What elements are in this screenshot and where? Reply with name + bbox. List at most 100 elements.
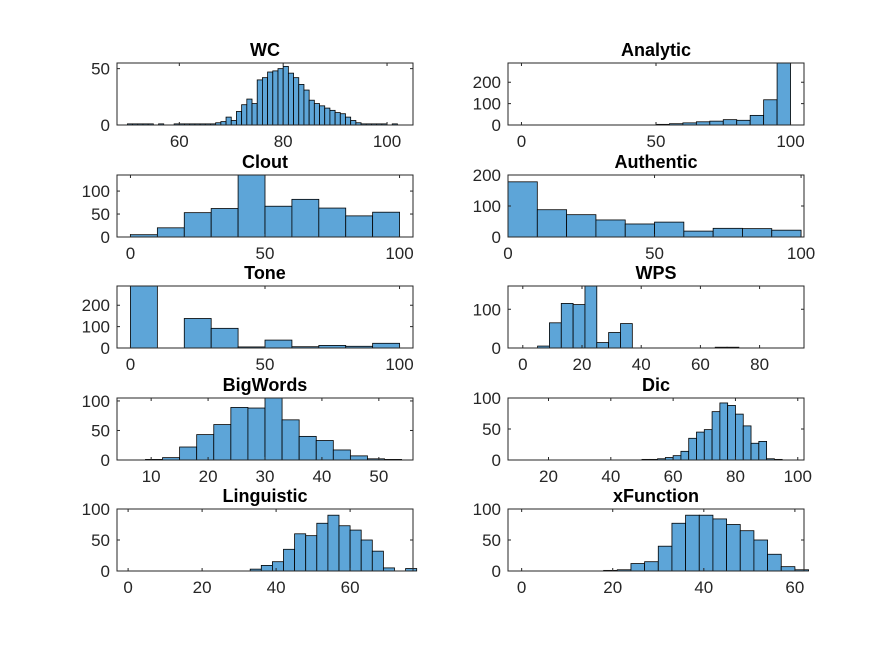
bigwords-ytick-label: 50 xyxy=(91,421,110,440)
clout-ytick-label: 0 xyxy=(101,228,110,247)
panel-xfunction: 0 20 40 60 0 50 100 xFunction xyxy=(473,486,809,597)
linguistic-ytick-label: 0 xyxy=(101,562,110,581)
clout-bar xyxy=(345,215,374,238)
authentic-bar xyxy=(742,228,773,238)
xfunction-ytick-label: 0 xyxy=(492,562,501,581)
wc-xtick-label: 80 xyxy=(274,132,293,151)
wc-bar xyxy=(251,103,258,126)
tone-xtick-label: 50 xyxy=(256,355,275,374)
wps-xtick-label: 20 xyxy=(573,355,592,374)
clout-xtick-label: 0 xyxy=(126,244,135,263)
tone-bar xyxy=(130,285,158,349)
panel-analytic: 0 50 100 0 100 200 Analytic xyxy=(473,40,805,151)
xfunction-title: xFunction xyxy=(613,486,699,506)
wc-bar xyxy=(282,65,289,126)
xfunction-ytick-label: 50 xyxy=(482,531,501,550)
authentic-ytick-label: 0 xyxy=(492,228,501,247)
bigwords-bar xyxy=(315,440,334,461)
authentic-ytick-label: 100 xyxy=(473,197,501,216)
wc-xtick-label: 100 xyxy=(373,132,401,151)
dic-bar xyxy=(711,411,721,461)
linguistic-title: Linguistic xyxy=(223,486,308,506)
dic-bar xyxy=(727,405,736,461)
linguistic-xtick-label: 40 xyxy=(267,578,286,597)
panel-wc: 60 80 100 0 50 WC xyxy=(91,40,414,151)
wc-bar xyxy=(241,104,248,126)
panel-dic: 20 40 60 80 100 0 50 100 Dic xyxy=(473,375,812,486)
wc-bar xyxy=(345,116,352,126)
xfunction-bar xyxy=(739,530,755,572)
wc-bar xyxy=(329,109,336,126)
wps-bar xyxy=(608,332,621,349)
tone-bar xyxy=(210,327,239,349)
clout-bar xyxy=(372,211,400,238)
linguistic-bar xyxy=(294,533,307,572)
wc-bar xyxy=(220,121,227,126)
bigwords-bar xyxy=(230,407,249,461)
xfunction-bar xyxy=(630,563,646,572)
dic-xtick-label: 80 xyxy=(726,467,745,486)
authentic-bar xyxy=(654,221,685,238)
xfunction-bar xyxy=(767,553,782,572)
dic-bar xyxy=(672,455,682,461)
wps-bar xyxy=(620,323,633,349)
xfunction-xtick-label: 40 xyxy=(694,578,713,597)
bigwords-bar xyxy=(298,435,317,461)
authentic-bar xyxy=(712,227,743,238)
panel-clout: 0 50 100 0 50 100 Clout xyxy=(82,152,414,263)
xfunction-bar xyxy=(644,561,659,572)
dic-bar xyxy=(719,402,729,461)
analytic-xtick-label: 0 xyxy=(517,132,526,151)
tone-bar xyxy=(264,339,293,349)
dic-ytick-label: 100 xyxy=(473,389,501,408)
panel-tone: 0 50 100 0 100 200 Tone xyxy=(82,263,414,374)
panel-authentic: 0 50 100 0 100 200 Authentic xyxy=(473,152,816,263)
bigwords-xtick-label: 10 xyxy=(142,467,161,486)
authentic-bar xyxy=(507,181,538,238)
linguistic-bar xyxy=(316,522,329,572)
analytic-bar xyxy=(709,120,724,126)
linguistic-xtick-label: 60 xyxy=(341,578,360,597)
xfunction-bar xyxy=(753,539,768,572)
wc-bar xyxy=(287,72,294,126)
linguistic-bar xyxy=(260,565,273,572)
dic-bar xyxy=(680,450,690,461)
wps-bar xyxy=(560,303,574,349)
authentic-bar xyxy=(536,209,568,238)
bigwords-bar xyxy=(349,455,368,461)
wc-bar xyxy=(319,105,326,126)
authentic-bar xyxy=(683,230,714,238)
analytic-ytick-label: 200 xyxy=(473,73,501,92)
bigwords-bar xyxy=(213,424,232,461)
xfunction-xtick-label: 0 xyxy=(517,578,526,597)
wc-bar xyxy=(324,107,331,126)
dic-xtick-label: 20 xyxy=(539,467,558,486)
xfunction-bar xyxy=(685,514,700,572)
clout-ytick-label: 100 xyxy=(82,182,110,201)
bigwords-bar xyxy=(332,449,351,461)
xfunction-xtick-label: 60 xyxy=(785,578,804,597)
tone-ytick-label: 100 xyxy=(82,318,110,337)
analytic-ytick-label: 100 xyxy=(473,95,501,114)
analytic-bar xyxy=(749,114,765,126)
dic-xtick-label: 100 xyxy=(784,467,812,486)
wc-xtick-label: 60 xyxy=(170,132,189,151)
dic-bar xyxy=(758,440,768,461)
linguistic-bar xyxy=(349,529,362,572)
authentic-bar xyxy=(624,223,655,238)
tone-ytick-label: 0 xyxy=(101,339,110,358)
dic-title: Dic xyxy=(642,375,670,395)
clout-bar xyxy=(318,207,347,238)
analytic-ytick-label: 0 xyxy=(492,116,501,135)
wc-bar xyxy=(293,77,300,126)
clout-xtick-label: 100 xyxy=(385,244,413,263)
linguistic-xtick-label: 20 xyxy=(193,578,212,597)
clout-xtick-label: 50 xyxy=(256,244,275,263)
dic-bar xyxy=(750,442,760,461)
xfunction-ytick-label: 100 xyxy=(473,500,501,519)
wc-bar xyxy=(236,111,243,126)
analytic-bar xyxy=(776,62,791,126)
dic-ytick-label: 50 xyxy=(482,420,501,439)
linguistic-bar xyxy=(283,548,296,572)
clout-bar xyxy=(183,212,212,238)
